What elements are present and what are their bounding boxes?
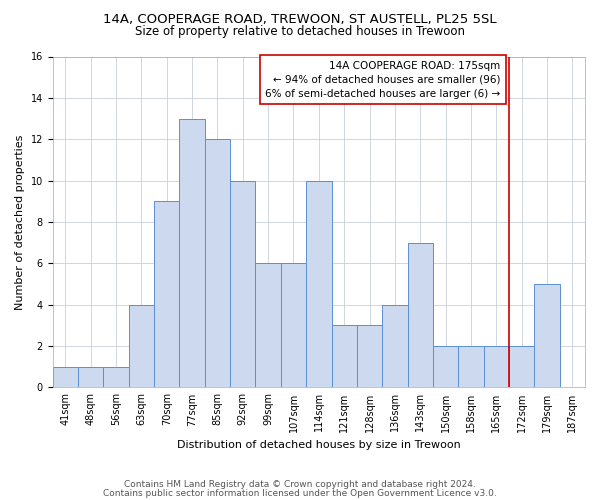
- X-axis label: Distribution of detached houses by size in Trewoon: Distribution of detached houses by size …: [177, 440, 461, 450]
- Text: Contains HM Land Registry data © Crown copyright and database right 2024.: Contains HM Land Registry data © Crown c…: [124, 480, 476, 489]
- Bar: [230, 180, 256, 388]
- Bar: [509, 346, 535, 388]
- Bar: [458, 346, 484, 388]
- Bar: [179, 118, 205, 388]
- Bar: [53, 366, 78, 388]
- Text: Size of property relative to detached houses in Trewoon: Size of property relative to detached ho…: [135, 25, 465, 38]
- Bar: [433, 346, 458, 388]
- Bar: [535, 284, 560, 388]
- Bar: [484, 346, 509, 388]
- Y-axis label: Number of detached properties: Number of detached properties: [15, 134, 25, 310]
- Bar: [78, 366, 103, 388]
- Bar: [332, 326, 357, 388]
- Bar: [382, 304, 407, 388]
- Bar: [407, 242, 433, 388]
- Bar: [103, 366, 129, 388]
- Bar: [154, 202, 179, 388]
- Text: 14A COOPERAGE ROAD: 175sqm
← 94% of detached houses are smaller (96)
6% of semi-: 14A COOPERAGE ROAD: 175sqm ← 94% of deta…: [265, 60, 500, 98]
- Bar: [306, 180, 332, 388]
- Bar: [256, 264, 281, 388]
- Text: 14A, COOPERAGE ROAD, TREWOON, ST AUSTELL, PL25 5SL: 14A, COOPERAGE ROAD, TREWOON, ST AUSTELL…: [103, 12, 497, 26]
- Bar: [205, 139, 230, 388]
- Bar: [129, 304, 154, 388]
- Bar: [281, 264, 306, 388]
- Text: Contains public sector information licensed under the Open Government Licence v3: Contains public sector information licen…: [103, 489, 497, 498]
- Bar: [357, 326, 382, 388]
